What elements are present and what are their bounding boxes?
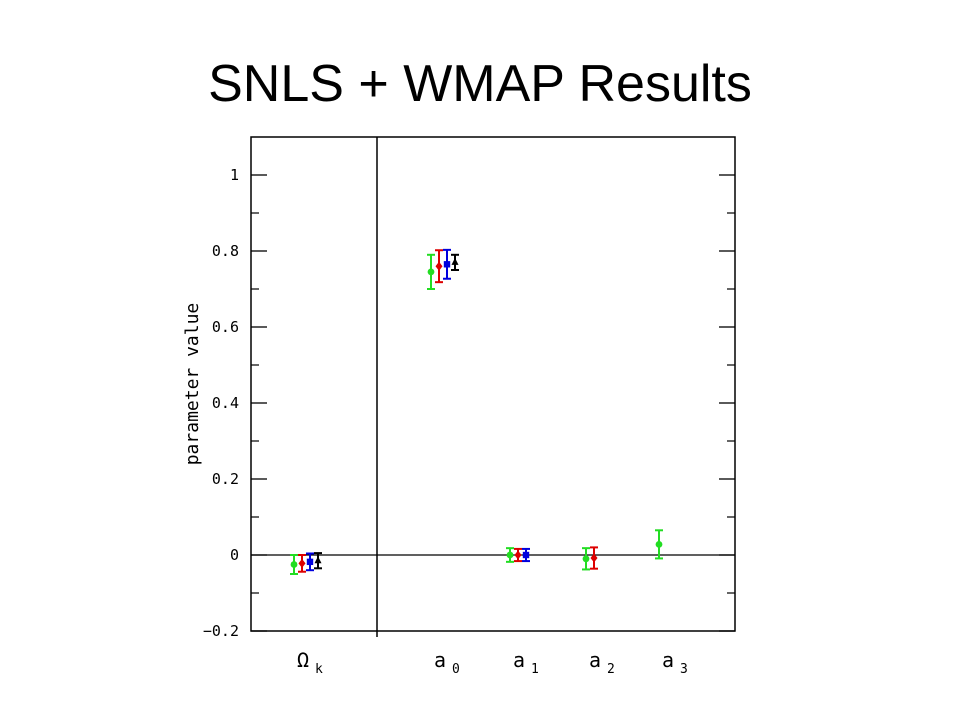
data-point <box>582 555 590 563</box>
data-point <box>314 556 322 564</box>
category-label: a <box>589 648 601 672</box>
y-tick-label: 0.4 <box>212 394 239 412</box>
data-point <box>435 261 443 271</box>
category-label: a <box>434 648 446 672</box>
data-point <box>306 558 314 566</box>
y-tick-label: 0.6 <box>212 318 239 336</box>
slide-title: SNLS + WMAP Results <box>208 55 752 113</box>
data-point <box>451 257 459 265</box>
category-label: Ω <box>297 648 309 672</box>
data-point <box>443 261 451 268</box>
category-subscript: k <box>315 662 323 677</box>
category-subscript: 2 <box>607 662 615 677</box>
category-subscript: 1 <box>531 662 539 677</box>
plot-frame <box>250 136 736 632</box>
category-subscript: 3 <box>680 662 688 677</box>
category-label: a <box>513 648 525 672</box>
y-tick-label: −0.2 <box>203 622 239 640</box>
category-subscript: 0 <box>452 662 460 677</box>
data-point <box>506 551 514 559</box>
category-label: a <box>662 648 674 672</box>
data-point <box>514 550 522 560</box>
y-tick-label: 0 <box>230 546 239 564</box>
data-point <box>298 558 306 568</box>
data-point <box>290 561 298 568</box>
data-point <box>655 540 663 548</box>
y-tick-label: 1 <box>230 166 239 184</box>
data-point <box>590 553 598 563</box>
y-tick-label: 0.8 <box>212 242 239 260</box>
data-point <box>427 268 435 276</box>
data-point <box>522 551 530 559</box>
y-tick-label: 0.2 <box>212 470 239 488</box>
y-axis-label: parameter value <box>182 303 203 466</box>
